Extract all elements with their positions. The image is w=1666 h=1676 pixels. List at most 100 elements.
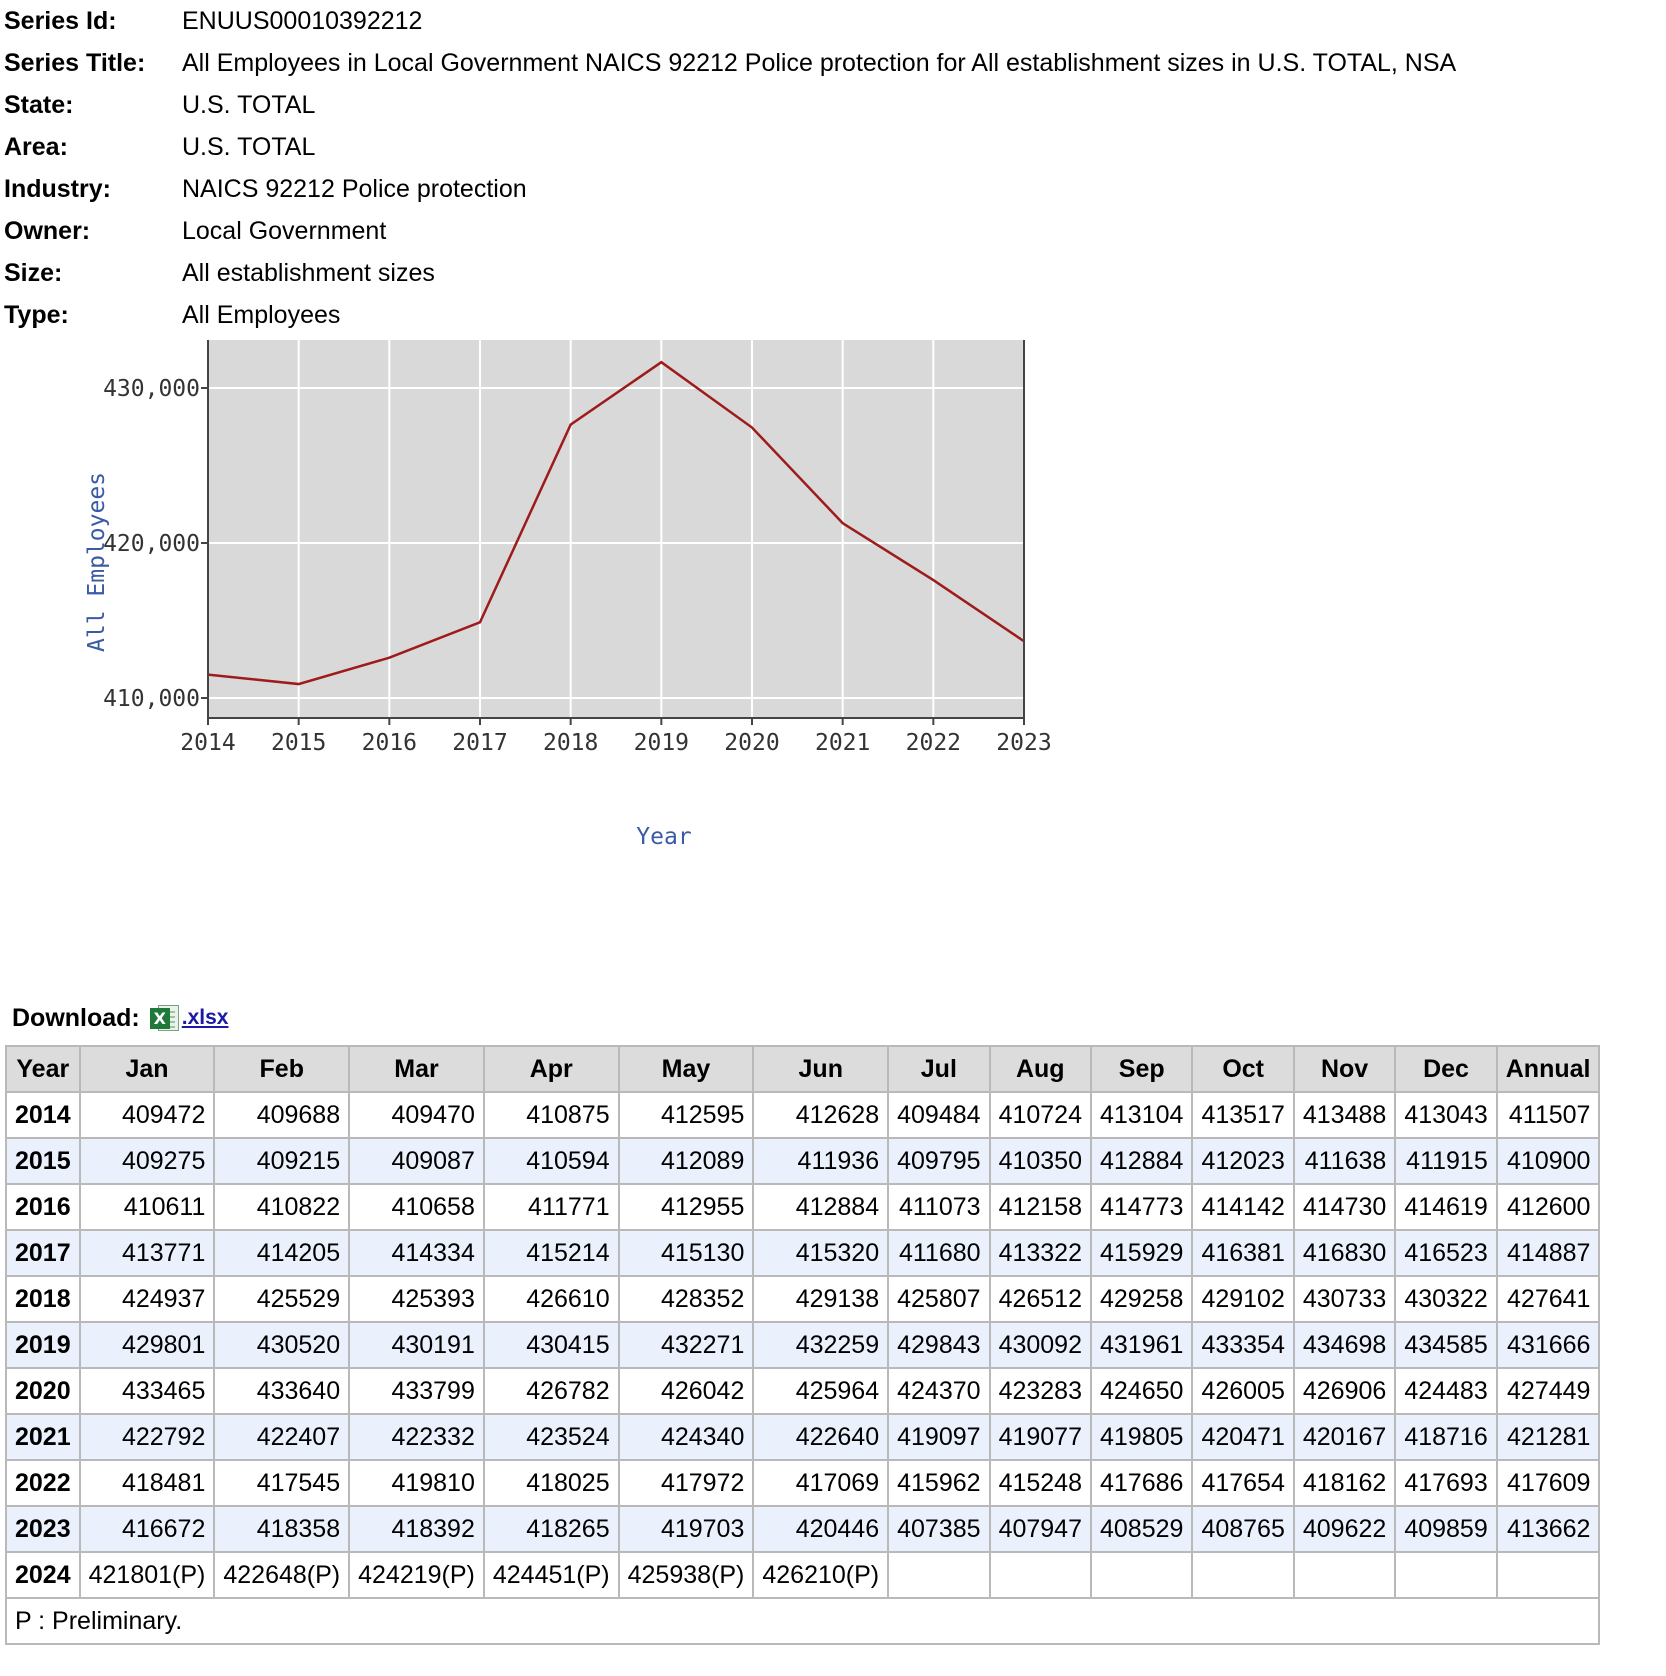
x-axis-title: Year: [636, 824, 691, 850]
table-cell: 424483: [1394, 1367, 1498, 1415]
excel-icon[interactable]: X: [149, 1004, 180, 1032]
table-cell: 412600: [1495, 1183, 1601, 1231]
xlsx-download-link[interactable]: .xlsx: [181, 1006, 229, 1029]
table-cell: 412089: [617, 1137, 755, 1185]
meta-row: Size: All establishment sizes: [4, 252, 1456, 294]
table-cell: 426042: [617, 1367, 755, 1415]
table-cell: 418265: [482, 1505, 620, 1553]
table-cell: 413322: [988, 1229, 1093, 1277]
meta-row: Series Title: All Employees in Local Gove…: [4, 42, 1456, 84]
row-year: 2014: [5, 1091, 81, 1139]
x-tick-label: 2019: [634, 730, 689, 756]
table-cell: 414730: [1292, 1183, 1397, 1231]
table-cell: 423283: [988, 1367, 1093, 1415]
table-row: 2021 422792 422407 422332 423524 424340 422640…: [5, 1413, 1601, 1461]
row-year: 2017: [5, 1229, 81, 1277]
x-tick-label: 2018: [543, 730, 598, 756]
table-cell: 415248: [988, 1459, 1093, 1507]
table-cell: 410658: [348, 1183, 485, 1231]
meta-value: All Employees in Local Government NAICS …: [182, 48, 1457, 77]
table-cell: 418162: [1292, 1459, 1397, 1507]
table-cell: 409859: [1394, 1505, 1498, 1553]
table-cell: 421281: [1495, 1413, 1601, 1461]
x-tick-label: 2021: [815, 730, 870, 756]
table-cell: 415320: [752, 1229, 890, 1277]
table-cell: 409795: [887, 1137, 991, 1185]
column-header: Year: [5, 1045, 81, 1093]
table-cell: 424650: [1089, 1367, 1194, 1415]
row-year: 2022: [5, 1459, 81, 1507]
meta-label: Area:: [4, 132, 68, 161]
meta-value: ENUUS00010392212: [182, 6, 423, 35]
meta-value: U.S. TOTAL: [182, 132, 316, 161]
meta-value: Local Government: [182, 216, 387, 245]
table-cell: 419077: [988, 1413, 1093, 1461]
plot-frame: [207, 340, 1025, 719]
table-cell: 409215: [213, 1137, 351, 1185]
column-header: May: [617, 1045, 755, 1093]
meta-value: U.S. TOTAL: [182, 90, 316, 119]
table-cell: 414773: [1089, 1183, 1194, 1231]
table-cell: 426512: [988, 1275, 1093, 1323]
table-cell: 407947: [988, 1505, 1093, 1553]
table-cell: 430520: [213, 1321, 351, 1369]
table-cell: 411915: [1394, 1137, 1498, 1185]
table-cell: 431961: [1089, 1321, 1194, 1369]
table-cell: 425807: [887, 1275, 991, 1323]
table-row: 2020 433465 433640 433799 426782 426042 425964…: [5, 1367, 1601, 1415]
table-cell: 426005: [1191, 1367, 1295, 1415]
table-cell: 415929: [1089, 1229, 1194, 1277]
column-header: Apr: [482, 1045, 620, 1093]
table-cell: 425938(P): [617, 1551, 755, 1599]
table-cell: 418481: [78, 1459, 216, 1507]
meta-label: State:: [4, 90, 74, 119]
table-cell: 433465: [78, 1367, 216, 1415]
table-row: 2024 421801(P) 422648(P) 424219(P) 424451(P)…: [5, 1551, 1601, 1599]
table-cell: 409484: [887, 1091, 991, 1139]
meta-row: Owner: Local Government: [4, 210, 1456, 252]
table-cell: 433640: [213, 1367, 351, 1415]
table-cell: 411936: [752, 1137, 890, 1185]
table-cell: 424451(P): [482, 1551, 620, 1599]
row-year: 2019: [5, 1321, 81, 1369]
table-row: 2019 429801 430520 430191 430415 432271 432259…: [5, 1321, 1601, 1369]
table-cell: 417654: [1191, 1459, 1295, 1507]
table-cell: 410594: [482, 1137, 620, 1185]
table-cell: 432259: [752, 1321, 890, 1369]
meta-label: Series Title:: [4, 48, 146, 77]
x-tick-label: 2014: [180, 730, 235, 756]
row-year: 2016: [5, 1183, 81, 1231]
table-cell: 429801: [78, 1321, 216, 1369]
table-cell: 412158: [988, 1183, 1093, 1231]
table-cell: 432271: [617, 1321, 755, 1369]
table-cell: 420471: [1191, 1413, 1295, 1461]
table-row: 2023 416672 418358 418392 418265 419703 420446…: [5, 1505, 1601, 1553]
table-cell: 411680: [887, 1229, 991, 1277]
table-cell: 418392: [348, 1505, 485, 1553]
table-cell: 418716: [1394, 1413, 1498, 1461]
meta-row: Type: All Employees: [4, 294, 1456, 336]
table-cell: 425529: [213, 1275, 351, 1323]
series-line: [207, 360, 1025, 686]
table-cell: 420167: [1292, 1413, 1397, 1461]
table-cell: 414205: [213, 1229, 351, 1277]
table-cell: 411073: [887, 1183, 991, 1231]
column-header: Aug: [988, 1045, 1093, 1093]
table-cell: 419097: [887, 1413, 991, 1461]
table-cell: 417545: [213, 1459, 351, 1507]
table-cell: 417972: [617, 1459, 755, 1507]
meta-label: Series Id:: [4, 6, 117, 35]
column-header: Dec: [1394, 1045, 1498, 1093]
table-header-row: Year Jan Feb Mar Apr May Jun Jul Aug Sep Oct Nov Dec…: [5, 1045, 1601, 1093]
table-cell: 415962: [887, 1459, 991, 1507]
meta-row: Area: U.S. TOTAL: [4, 126, 1456, 168]
table-cell: 414887: [1495, 1229, 1601, 1277]
row-year: 2023: [5, 1505, 81, 1553]
meta-value: All Employees: [182, 300, 341, 329]
table-cell: 418025: [482, 1459, 620, 1507]
table-cell: 413517: [1191, 1091, 1295, 1139]
y-tick-label: 430,000: [103, 376, 200, 402]
table-cell: 413104: [1089, 1091, 1194, 1139]
x-tick-label: 2015: [271, 730, 326, 756]
table-cell: 409087: [348, 1137, 485, 1185]
